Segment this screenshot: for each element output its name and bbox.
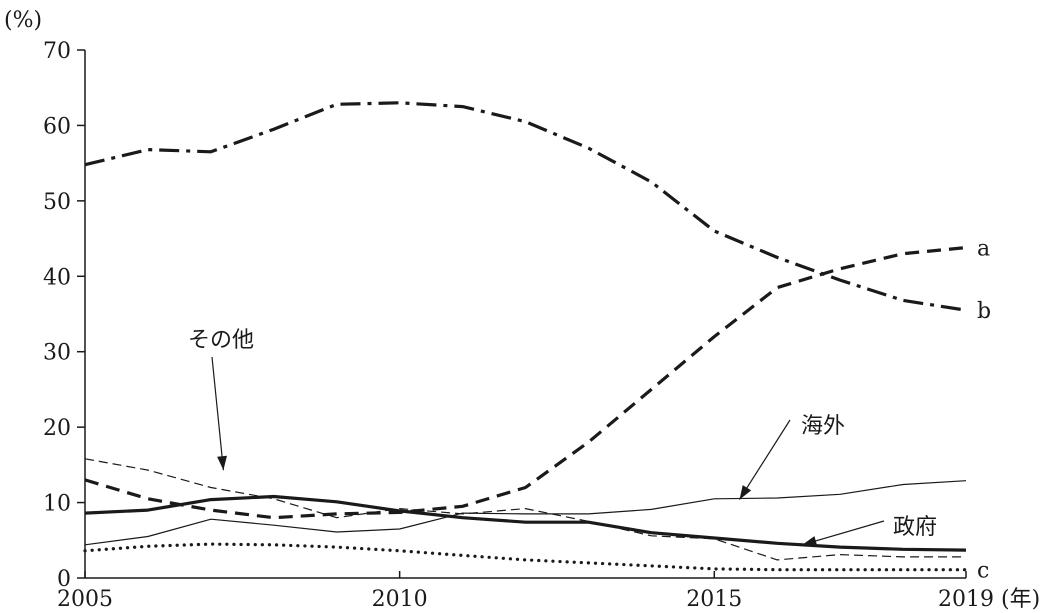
annotation-arrowhead: [739, 485, 752, 500]
y-tick-label: 70: [43, 39, 71, 64]
x-tick-label: 2005: [57, 587, 113, 612]
y-tick-label: 50: [43, 190, 71, 215]
series-line-1: [84, 101, 967, 312]
annotation-arrowhead: [802, 536, 818, 546]
series-line-4: [84, 480, 967, 546]
series-line-3: [84, 458, 966, 561]
y-tick-label: 40: [43, 265, 71, 290]
series-end-label-c: c: [977, 559, 989, 584]
series-labels: a b c: [977, 237, 991, 584]
x-unit-label: (年): [1001, 587, 1040, 612]
y-unit-label: (%): [4, 8, 42, 33]
series-line-5: [84, 494, 967, 552]
annotation-label: 海外: [801, 414, 845, 439]
y-tick-label: 30: [43, 341, 71, 366]
annotation-leader-line: [738, 419, 791, 500]
y-tick-label: 10: [43, 492, 71, 517]
x-tick-label: 2015: [686, 587, 742, 612]
series-line-2: [83, 542, 968, 572]
annotation-leader-line: [802, 520, 885, 546]
y-tick-label: 20: [43, 416, 71, 441]
annotation-leader-line: [211, 356, 225, 471]
series-layer: [83, 101, 968, 572]
annotation-arrowhead: [217, 455, 227, 471]
series-end-label-b: b: [977, 299, 991, 324]
series-line-0: [84, 246, 967, 520]
x-tick-label: 2010: [372, 587, 428, 612]
annotation-label: その他: [188, 328, 254, 353]
x-tick-label: 2019: [938, 587, 994, 612]
y-tick-label: 60: [43, 114, 71, 139]
axes: 0 10 20 30 40 50 60 70 2005 2010 2015 2019: [43, 39, 994, 612]
y-tick-label: 0: [57, 567, 71, 592]
annotation-label: 政府: [893, 515, 937, 540]
series-end-label-a: a: [977, 237, 990, 262]
